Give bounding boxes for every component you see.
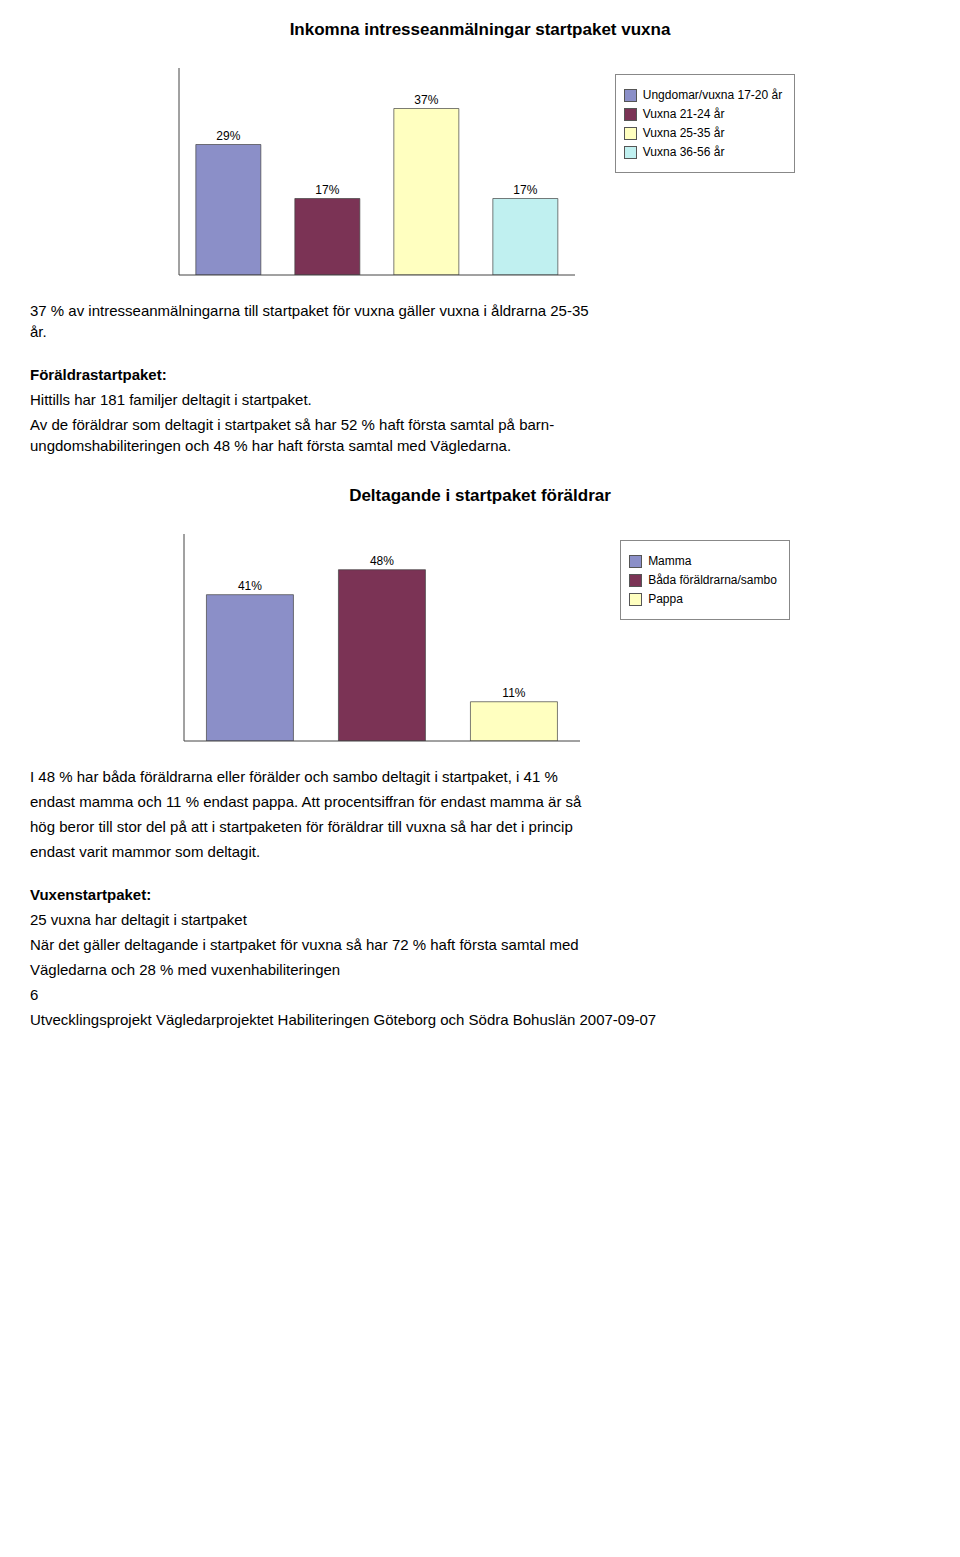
svg-text:29%: 29%	[216, 129, 240, 143]
svg-text:48%: 48%	[370, 554, 394, 568]
html-text:När det gäller deltagande i st: När det gäller deltagande i startpaket f…	[30, 936, 579, 953]
html-text:hög beror till stor del på att: hög beror till stor del på att i startpa…	[30, 818, 573, 835]
html-text:Hittills har 181 familjer delt: Hittills har 181 familjer deltagit i sta…	[30, 391, 312, 408]
html-text:Vuxenstartpaket:: Vuxenstartpaket:	[30, 886, 152, 903]
html-text:Ungdomar/vuxna 17-20 år: Ungdomar/vuxna 17-20 år	[642, 88, 783, 102]
html-text:Mamma: Mamma	[648, 554, 692, 568]
html-text:endast mamma och 11 % endast p: endast mamma och 11 % endast pappa. Att …	[30, 793, 582, 810]
svg-text:11%: 11%	[502, 686, 525, 700]
html-text:Vuxna 25-35 år: Vuxna 25-35 år	[642, 126, 725, 140]
svg-text:17%: 17%	[513, 183, 537, 197]
html-text:Vuxna 21-24 år: Vuxna 21-24 år	[642, 107, 725, 121]
html-text:Deltagande i startpaket föräld: Deltagande i startpaket föräldrar	[349, 486, 611, 505]
svg-text:37%: 37%	[414, 93, 438, 107]
svg-text:17%: 17%	[315, 183, 339, 197]
html-text:I 48 % har båda föräldrarna el: I 48 % har båda föräldrarna eller föräld…	[30, 768, 558, 785]
html-text:6: 6	[30, 986, 39, 1003]
html-text:endast varit mammor som deltag: endast varit mammor som deltagit.	[30, 843, 261, 860]
html-text:Föräldrastartpaket:: Föräldrastartpaket:	[30, 366, 167, 383]
html-text:37 % av intresseanmälningarna: 37 % av intresseanmälningarna till start…	[30, 302, 589, 340]
html-text:Utvecklingsprojekt Vägledarpro: Utvecklingsprojekt Vägledarprojektet Hab…	[30, 1011, 657, 1028]
html-text:Inkomna intresseanmälningar st: Inkomna intresseanmälningar startpaket v…	[289, 20, 671, 39]
html-text:Pappa: Pappa	[648, 592, 683, 606]
html-text:Vuxna 36-56 år: Vuxna 36-56 år	[642, 145, 725, 159]
html-text:Av de föräldrar som deltagit i: Av de föräldrar som deltagit i startpake…	[30, 416, 555, 454]
html-text:Vägledarna och 28 % med vuxenh: Vägledarna och 28 % med vuxenhabiliterin…	[30, 961, 341, 978]
html-text:Båda föräldrarna/sambo: Båda föräldrarna/sambo	[648, 573, 777, 587]
html-text:25 vuxna har deltagit i startp: 25 vuxna har deltagit i startpaket	[30, 911, 247, 928]
svg-text:41%: 41%	[238, 579, 262, 593]
